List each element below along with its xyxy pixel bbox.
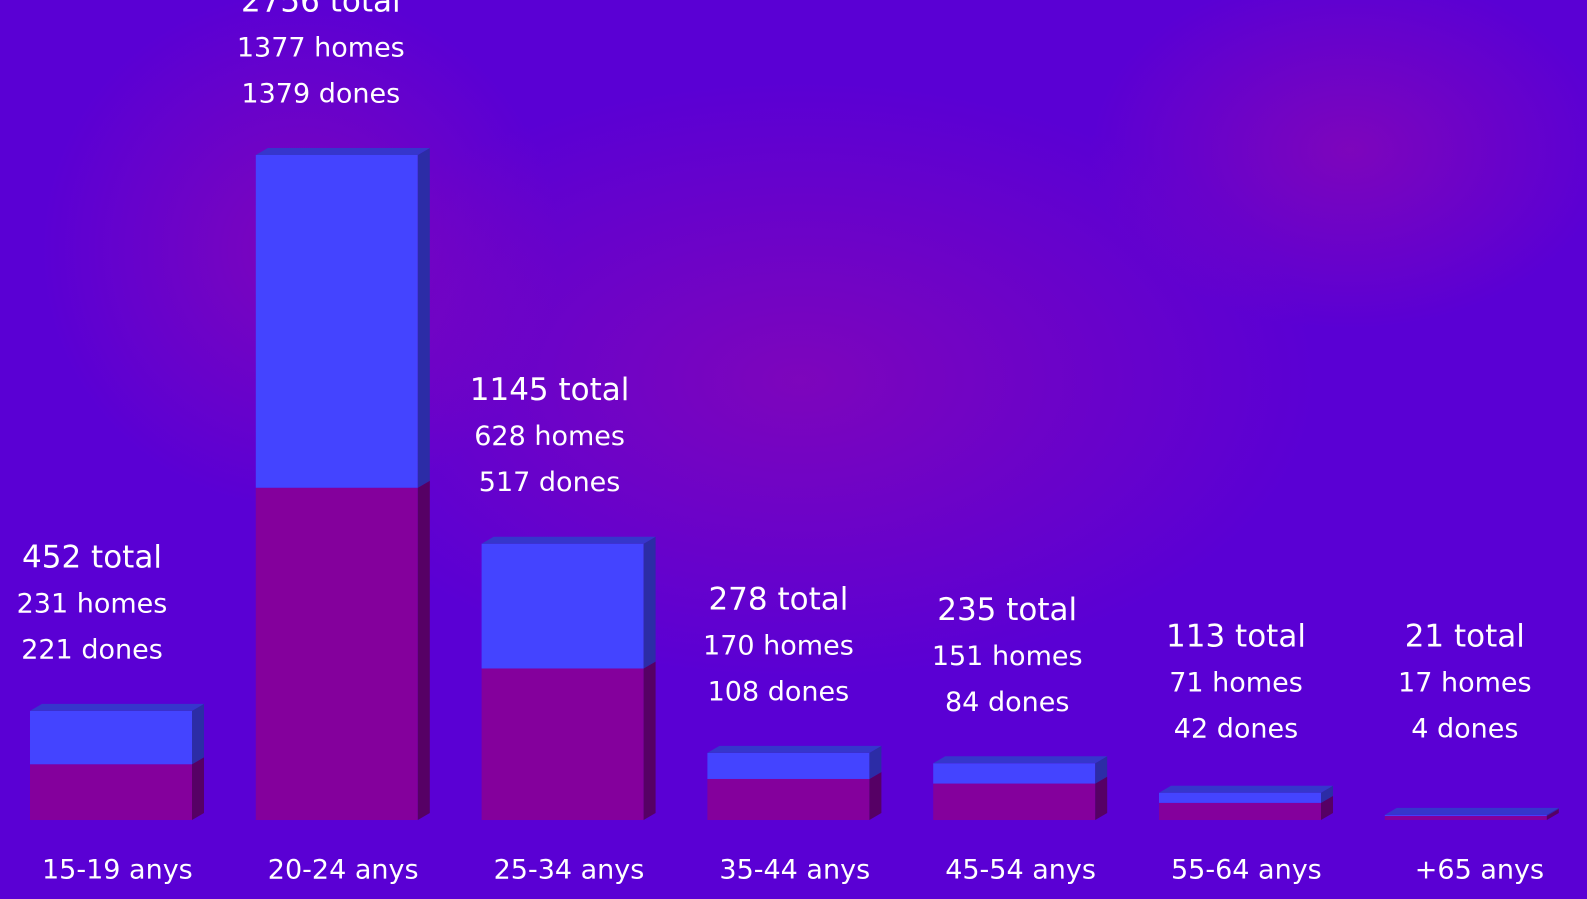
bar-side [417, 147, 430, 488]
bar-segment [1159, 792, 1321, 803]
bar-segment [30, 764, 192, 820]
value-label: 221 dones [21, 634, 163, 665]
bar-segment [481, 543, 644, 669]
bar-side [1546, 807, 1559, 816]
bar-side [192, 757, 204, 820]
value-label: 84 dones [945, 687, 1069, 718]
bar-side [1095, 776, 1108, 820]
bar-top [1159, 785, 1333, 793]
value-label: 42 dones [1174, 714, 1298, 745]
value-label: 108 dones [708, 676, 850, 707]
total-label: 21 total [1405, 619, 1525, 655]
value-label: 151 homes [932, 641, 1083, 672]
bar-segment [30, 710, 192, 765]
bar-segment [1159, 802, 1321, 820]
x-tick-label: 45-54 anys [945, 855, 1096, 886]
bar-side [1095, 756, 1108, 784]
bar-top [933, 756, 1108, 764]
bar-side [417, 480, 430, 820]
value-label: 17 homes [1398, 668, 1532, 699]
bar-segment [1384, 814, 1547, 816]
total-label: 2756 total [241, 0, 401, 19]
bar-segment [933, 783, 1096, 820]
bar-segment [255, 154, 418, 488]
bar-side [643, 661, 656, 820]
value-label: 231 homes [17, 588, 168, 619]
bar-side [192, 703, 204, 765]
x-tick-label: 15-19 anys [42, 855, 193, 886]
bar-side [1546, 808, 1559, 820]
total-label: 235 total [937, 592, 1077, 628]
bar-top [1384, 807, 1559, 815]
value-label: 4 dones [1411, 714, 1518, 745]
bar-top [30, 703, 204, 711]
bar-segment [933, 763, 1096, 784]
bar-side [643, 536, 656, 669]
x-tick-label: 55-64 anys [1171, 855, 1322, 886]
value-label: 71 homes [1169, 668, 1303, 699]
value-label: 517 dones [479, 467, 621, 498]
bar-segment [255, 487, 418, 820]
x-tick-label: 35-44 anys [719, 855, 870, 886]
bar-side [1321, 795, 1333, 820]
background-art [1090, 0, 1587, 330]
bar-top [481, 536, 656, 544]
total-label: 113 total [1166, 619, 1306, 655]
value-label: 1379 dones [241, 78, 400, 109]
x-tick-label: +65 anys [1415, 855, 1544, 886]
bar-side [1321, 785, 1333, 803]
total-label: 452 total [22, 539, 162, 575]
value-label: 1377 homes [237, 32, 405, 63]
bar-top [255, 147, 430, 155]
bar-segment [707, 752, 870, 779]
value-label: 170 homes [703, 630, 854, 661]
value-label: 628 homes [474, 421, 625, 452]
bar-side [869, 771, 882, 820]
bar-segment [481, 668, 644, 820]
total-label: 278 total [708, 581, 848, 617]
bar-segment [707, 778, 870, 820]
bar-segment [1384, 815, 1547, 820]
bar-side [869, 745, 882, 779]
x-tick-label: 20-24 anys [268, 855, 419, 886]
total-label: 1145 total [470, 372, 630, 408]
bar-top [707, 745, 882, 753]
x-tick-label: 25-34 anys [494, 855, 645, 886]
